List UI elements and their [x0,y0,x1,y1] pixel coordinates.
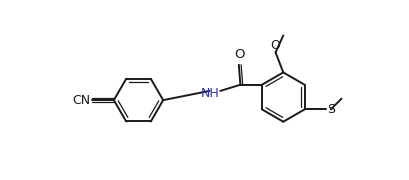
Text: S: S [326,103,334,116]
Text: CN: CN [72,94,90,107]
Text: O: O [269,39,279,52]
Text: O: O [234,48,244,61]
Text: NH: NH [200,87,219,100]
